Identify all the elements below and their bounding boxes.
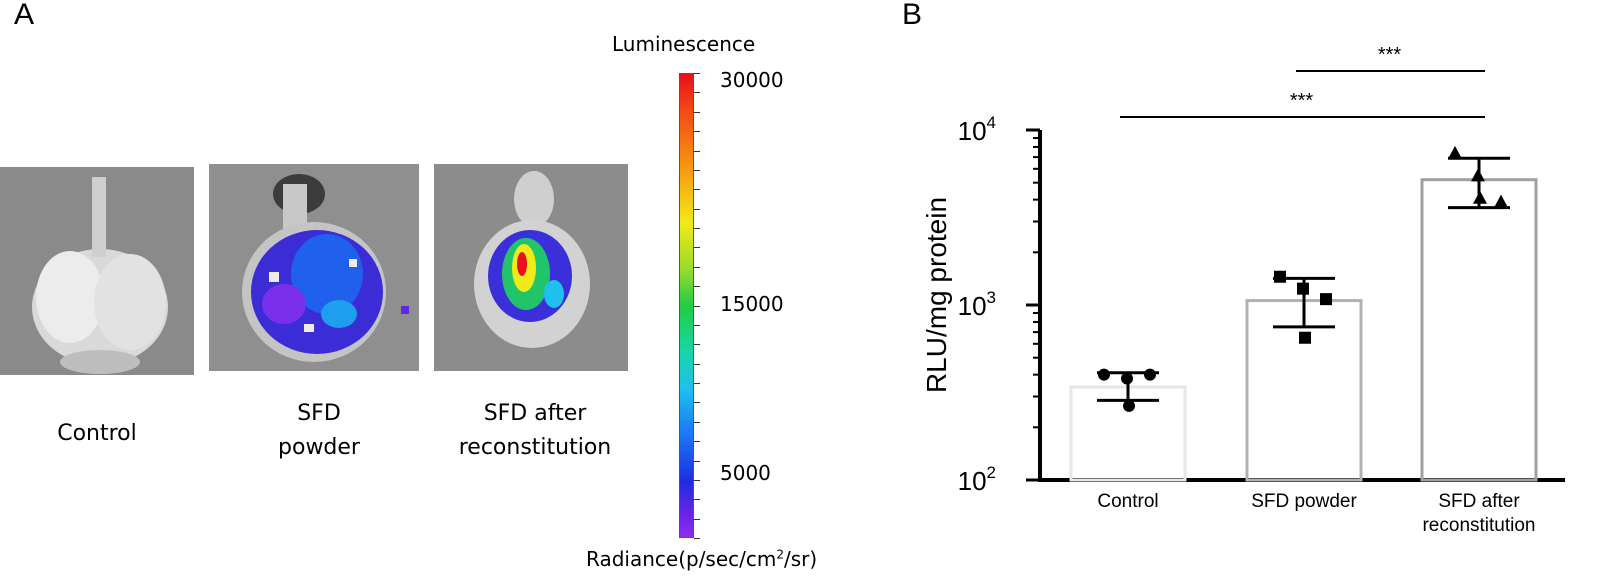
sfd-powder-label-line2: powder: [278, 435, 360, 460]
scale-tick-mark: [694, 208, 700, 210]
scale-tick-mark: [694, 286, 700, 288]
x-category-label: SFD after: [1438, 491, 1520, 512]
scale-tick-mark: [694, 460, 700, 462]
sfd-powder-lung-photo: [209, 164, 419, 371]
data-point: [1098, 368, 1110, 381]
scale-tick-mark: [694, 266, 700, 268]
data-point: [1123, 399, 1135, 412]
significance-label: ***: [1290, 90, 1314, 112]
data-point: [1297, 282, 1309, 295]
scale-tick-mark: [694, 344, 700, 346]
scale-tick-mark: [694, 228, 700, 229]
scale-tick-mark: [694, 402, 700, 404]
scale-tick-mark: [694, 169, 700, 171]
sfd-reconstituted-lung-image: [434, 164, 628, 371]
scale-mid-label: 15000: [720, 292, 784, 316]
x-category-label: reconstitution: [1422, 515, 1535, 536]
radiance-sup: 2: [776, 547, 785, 562]
control-lung-photo: [0, 167, 194, 375]
data-point: [1494, 194, 1508, 208]
sfd-reconstituted-lung-photo: [434, 164, 628, 371]
scale-tick-mark: [694, 479, 700, 481]
scale-tick-mark: [694, 131, 700, 133]
scale-tick-mark: [694, 111, 700, 113]
data-point: [1299, 331, 1311, 344]
data-point: [1471, 168, 1485, 182]
scale-tick-mark: [694, 150, 700, 152]
scale-tick-mark: [694, 247, 700, 249]
scale-tick-mark: [694, 189, 700, 191]
sfd-powder-label-line1: SFD: [297, 401, 341, 426]
y-axis-label: RLU/mg protein: [921, 197, 952, 393]
sfd-reconstituted-label-line2: reconstitution: [458, 435, 612, 460]
scale-tick-mark: [694, 305, 700, 307]
scale-tick-mark: [694, 538, 700, 539]
data-point: [1473, 190, 1487, 204]
radiance-suffix: /sr): [784, 547, 818, 571]
scale-tick-mark: [694, 363, 700, 365]
scale-tick-mark: [694, 499, 700, 501]
scale-tick-mark: [694, 421, 700, 423]
control-image-label: Control: [0, 417, 194, 451]
scale-tick-mark: [694, 518, 700, 520]
sfd-reconstituted-label-line1: SFD after: [483, 401, 587, 426]
sfd-powder-lung-image: [209, 164, 419, 371]
data-point: [1144, 368, 1156, 381]
scale-tick-mark: [694, 73, 700, 74]
data-point: [1121, 372, 1133, 385]
luminescence-scale-title: Luminescence: [612, 32, 756, 56]
data-point: [1274, 270, 1286, 283]
sfd-reconstituted-image-label: SFD after reconstitution: [436, 397, 634, 465]
scale-tick-mark: [694, 92, 700, 94]
sfd-powder-image-label: SFD powder: [214, 397, 424, 465]
radiance-unit-label: Radiance(p/sec/cm2/sr): [586, 547, 817, 571]
bar: [1420, 178, 1538, 482]
control-label-line1: Control: [57, 421, 137, 446]
luminescence-color-scale: [679, 73, 694, 538]
scale-tick-mark: [694, 441, 700, 443]
scale-max-label: 30000: [720, 68, 784, 92]
scale-tick-mark: [694, 383, 700, 384]
radiance-prefix: Radiance(p/sec/cm: [586, 547, 777, 571]
x-category-label: SFD powder: [1251, 491, 1357, 512]
significance-label: ***: [1378, 44, 1402, 66]
y-tick-label: 102: [958, 463, 996, 496]
y-tick-label: 103: [958, 288, 996, 321]
scale-tick-mark: [694, 324, 700, 326]
y-tick-label: 104: [958, 113, 996, 146]
x-category-label: Control: [1097, 491, 1158, 512]
control-lung-image: [0, 167, 194, 375]
panel-b-letter: B: [902, 0, 923, 31]
panel-a-letter: A: [14, 0, 35, 31]
scale-low-label: 5000: [720, 461, 771, 485]
data-point: [1448, 145, 1462, 159]
data-point: [1320, 293, 1332, 306]
